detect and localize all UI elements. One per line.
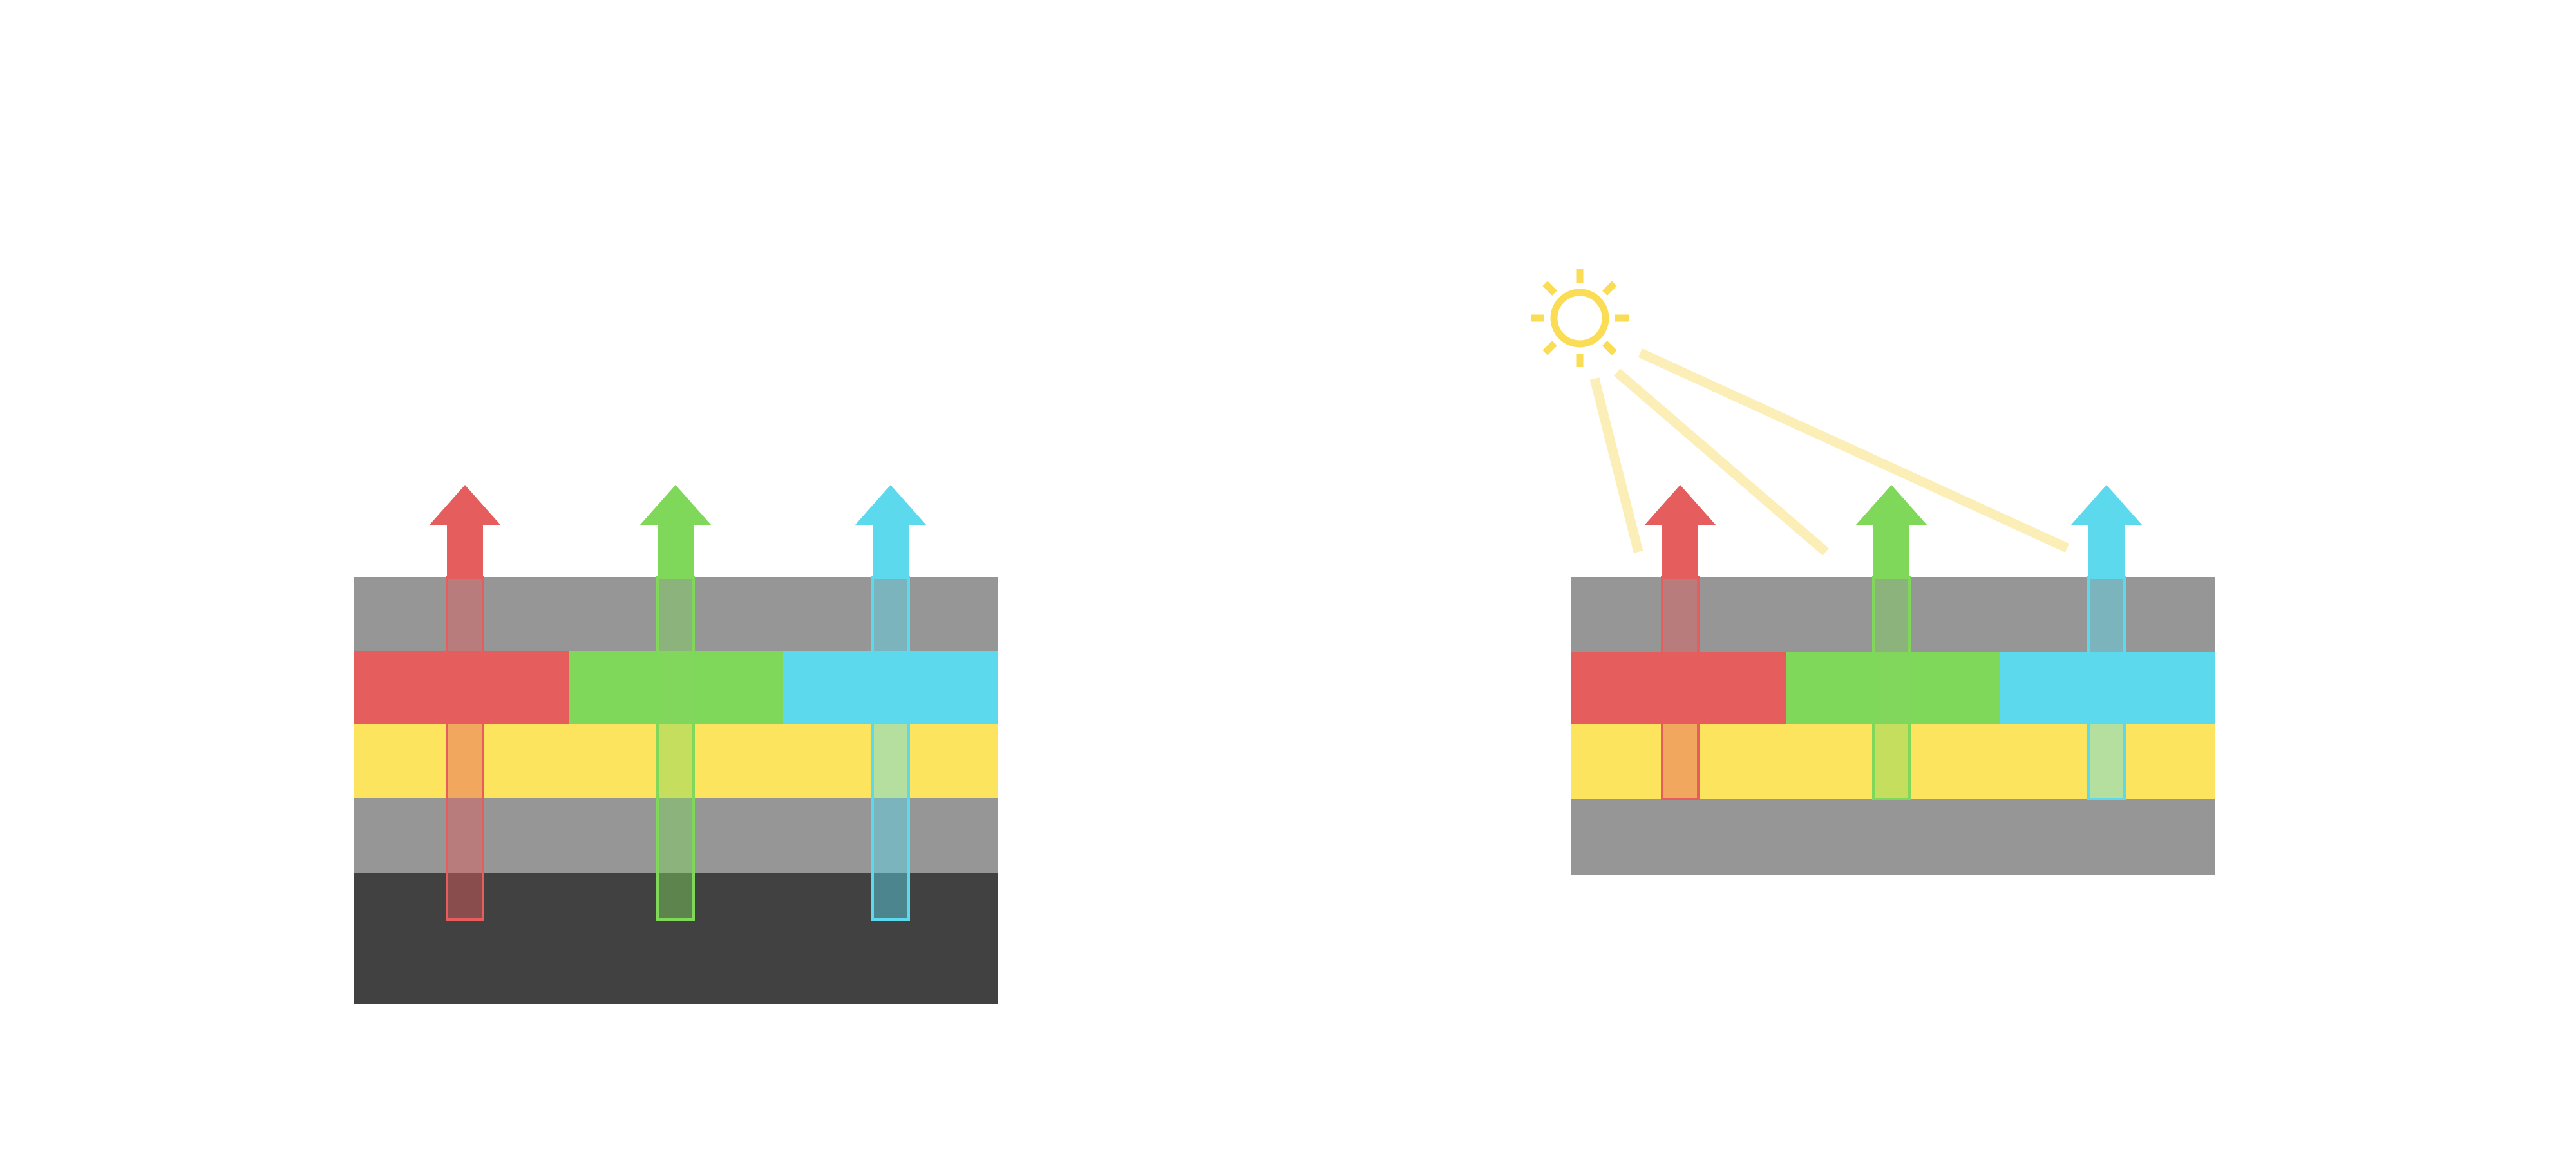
sun-ray [1542,341,1557,355]
sun-ray [1602,281,1617,296]
arrow-head [1644,485,1716,579]
blue-light-arrow [2070,485,2143,800]
sunlight-beam [1638,348,2070,553]
green-filter-segment [1786,652,2000,724]
green-light-arrow [1855,485,1927,800]
arrow-head [639,485,712,579]
blue-filter-segment [783,651,998,724]
arrow-shaft-inside-stack [446,576,484,921]
green-light-arrow [639,485,712,921]
sunlight-beam [1614,368,1829,556]
yellow-layer [1571,724,2215,799]
red-light-arrow [1644,485,1716,800]
red-filter-segment [354,651,569,724]
color-filter-layer [1571,652,2215,724]
top-gray-layer [1571,577,2215,652]
red-light-arrow [429,485,501,921]
arrow-shaft-inside-stack [2087,576,2126,800]
arrow-head [2070,485,2143,579]
arrow-shaft-inside-stack [1661,576,1700,800]
reflective-display-stack [1531,269,2215,875]
sun-icon [1531,269,1629,367]
arrow-head [1855,485,1927,579]
blue-light-arrow [855,485,927,921]
green-filter-segment [569,651,783,724]
top-gray-layer [354,577,998,651]
bottom-gray-layer [1571,799,2215,875]
sunlight-beam [1589,377,1643,553]
bottom-gray-layer [354,798,998,873]
arrow-shaft-inside-stack [871,576,910,921]
arrow-head [429,485,501,579]
sun-ring [1550,288,1609,348]
dark-backlight-layer [354,873,998,1004]
color-filter-layer [354,651,998,724]
sun-ray [1602,341,1617,355]
red-filter-segment [1571,652,1786,724]
blue-filter-segment [2000,652,2215,724]
yellow-layer [354,724,998,798]
sun-ray [1542,281,1557,296]
arrow-shaft-inside-stack [656,576,695,921]
arrow-head [855,485,927,579]
backlit-display-stack [354,485,998,1004]
arrow-shaft-inside-stack [1872,576,1911,800]
